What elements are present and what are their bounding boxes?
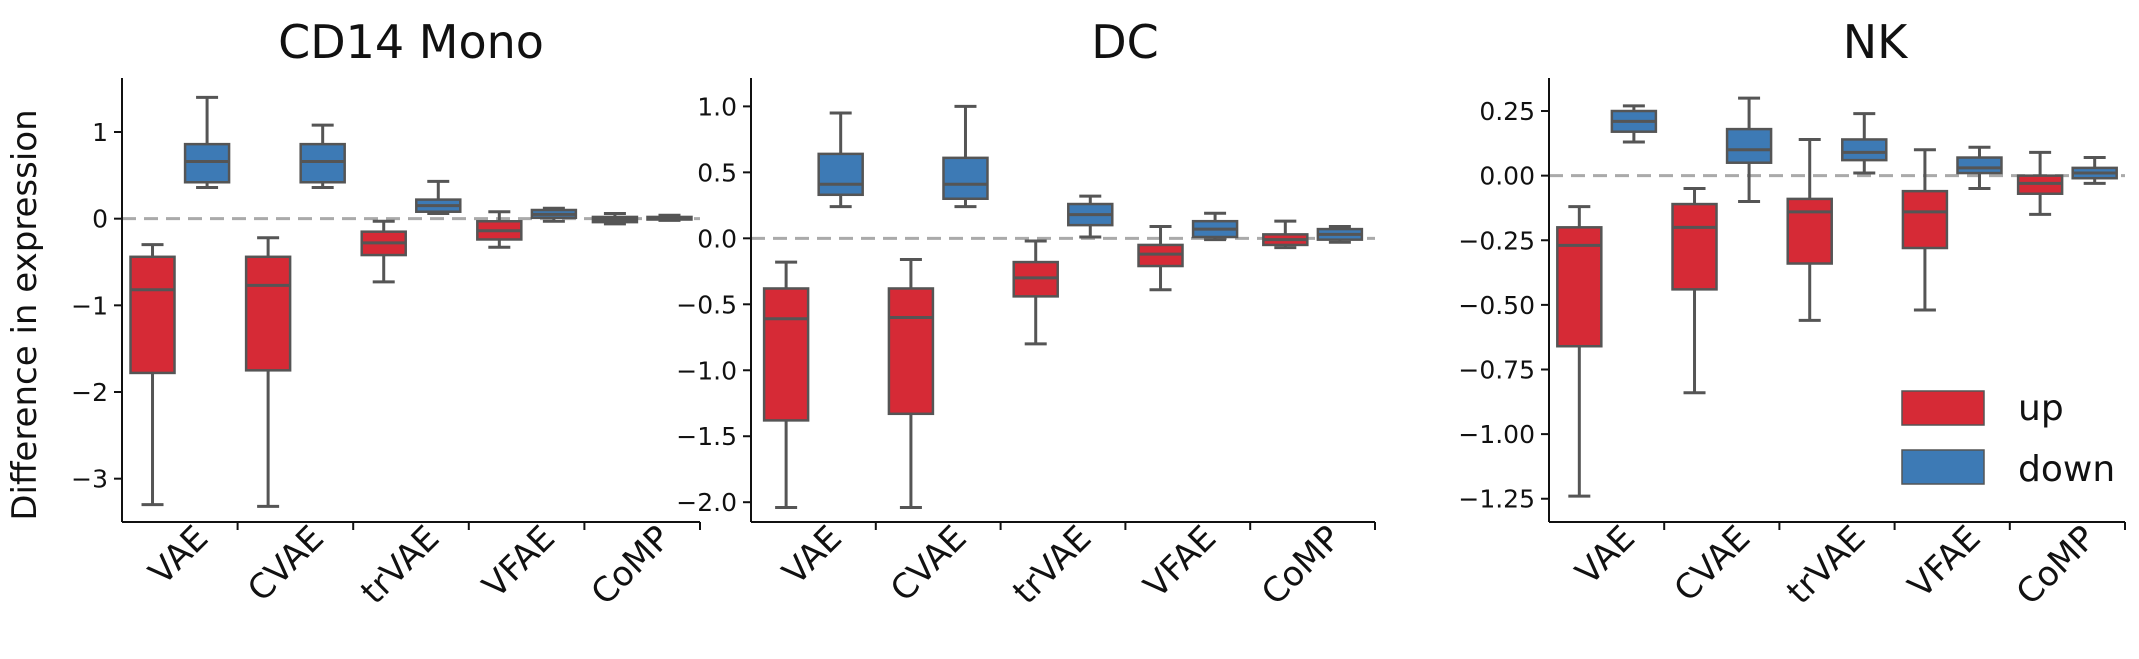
- y-axis-label: Difference in expression: [5, 109, 45, 520]
- y-tick-label: −1.00: [1458, 420, 1535, 449]
- x-tick-label-vfae: VFAE: [1901, 518, 1989, 606]
- x-tick-label-trvae: trVAE: [1779, 518, 1873, 612]
- y-tick-label: 0.25: [1479, 97, 1535, 126]
- y-tick-label: −1.5: [676, 422, 737, 451]
- box-cd14-mono-vae-up: [129, 243, 176, 507]
- box-iqr: [1556, 226, 1603, 348]
- box-nk-comp-up: [2016, 150, 2064, 216]
- box-dc-vae-down: [817, 111, 864, 209]
- box-iqr: [942, 156, 989, 200]
- x-tick-label-vae: VAE: [141, 518, 216, 593]
- x-tick-label-trvae: trVAE: [1005, 518, 1099, 612]
- box-cd14-mono-vfae-up: [476, 210, 523, 249]
- y-tick-label: 1.0: [697, 92, 737, 121]
- y-tick-label: −0.5: [676, 290, 737, 319]
- box-dc-comp-up: [1262, 219, 1309, 250]
- box-nk-trvae-down: [1841, 112, 1888, 175]
- panel-nk: 0.25 0.00 −0.25 −0.50 −0.75 −1.00 −1.25 VAE CVAE…: [1458, 78, 2126, 613]
- y-tick-label: −2.0: [676, 488, 737, 517]
- box-iqr: [129, 255, 176, 375]
- box-cd14-mono-comp-down: [646, 213, 693, 222]
- y-tick-label: −2: [71, 378, 108, 407]
- y-tick-label: 0.5: [697, 158, 737, 187]
- x-tick-label-vfae: VFAE: [1136, 518, 1224, 606]
- y-tick-label: 1: [92, 118, 108, 147]
- box-dc-trvae-up: [1012, 239, 1059, 346]
- box-nk-cvae-down: [1725, 96, 1773, 203]
- y-tick-label: −1.0: [676, 356, 737, 385]
- x-tick-label-cvae: CVAE: [1667, 518, 1759, 610]
- x-tick-label-vfae: VFAE: [475, 518, 563, 606]
- x-tick-label-cvae: CVAE: [883, 518, 975, 610]
- legend-label-down: down: [2018, 449, 2115, 490]
- panel-dc: 1.0 0.5 0.0 −0.5 −1.0 −1.5 −2.0 VAE CVAE trVAE VFA…: [676, 78, 1376, 613]
- box-nk-vae-down: [1610, 104, 1658, 144]
- box-cd14-mono-cvae-down: [299, 123, 346, 189]
- y-tick-label: −1.25: [1458, 485, 1535, 514]
- box-cd14-mono-trvae-up: [360, 219, 407, 284]
- y-tick-label: −3: [71, 465, 108, 494]
- box-nk-trvae-up: [1786, 137, 1833, 322]
- box-nk-vae-up: [1556, 205, 1603, 498]
- legend-swatch-down: [1901, 449, 1985, 485]
- box-nk-vfae-down: [1956, 145, 2003, 191]
- legend-label-up: up: [2018, 388, 2064, 429]
- y-tick-label: −1: [71, 291, 108, 320]
- box-iqr: [183, 142, 231, 184]
- box-iqr: [887, 287, 935, 416]
- box-iqr: [817, 152, 864, 197]
- box-cd14-mono-trvae-down: [415, 179, 462, 215]
- box-cd14-mono-cvae-up: [244, 236, 292, 508]
- x-tick-label-trvae: trVAE: [353, 518, 447, 612]
- box-iqr: [1841, 138, 1888, 162]
- y-tick-label: 0: [92, 205, 108, 234]
- x-tick-label-comp: CoMP: [584, 518, 679, 613]
- panel-title-dc: DC: [1091, 15, 1159, 69]
- box-dc-cvae-up: [887, 257, 935, 509]
- box-nk-vfae-up: [1901, 148, 1949, 312]
- box-cd14-mono-vfae-down: [530, 206, 578, 223]
- box-iqr: [1956, 156, 2003, 175]
- x-tick-label-vae: VAE: [1568, 518, 1643, 593]
- y-tick-label: 0.00: [1479, 162, 1535, 191]
- box-iqr: [1671, 202, 1718, 291]
- legend: up down: [1901, 388, 2115, 490]
- box-iqr: [299, 142, 346, 184]
- y-tick-label: −0.75: [1458, 355, 1535, 384]
- box-iqr: [244, 255, 292, 372]
- box-dc-vfae-up: [1137, 224, 1184, 292]
- x-tick-label-comp: CoMP: [1254, 518, 1349, 613]
- box-nk-cvae-up: [1671, 187, 1718, 395]
- panel-cd14-mono: 1 0 −1 −2 −3 VAE CVAE trVAE VFAE CoMP: [71, 78, 701, 613]
- box-iqr: [762, 287, 810, 422]
- box-cd14-mono-comp-up: [591, 211, 639, 226]
- legend-swatch-up: [1901, 390, 1985, 426]
- box-iqr: [1725, 127, 1773, 164]
- box-dc-vfae-down: [1191, 211, 1239, 242]
- y-tick-label: 0.0: [697, 224, 737, 253]
- box-dc-cvae-down: [942, 104, 989, 209]
- x-tick-label-vae: VAE: [775, 518, 850, 593]
- box-iqr: [1901, 189, 1949, 250]
- box-dc-vae-up: [762, 260, 810, 509]
- box-iqr: [1786, 197, 1833, 265]
- x-tick-label-cvae: CVAE: [240, 518, 332, 610]
- box-cd14-mono-vae-down: [183, 95, 231, 189]
- y-tick-label: −0.25: [1458, 226, 1535, 255]
- panel-title-cd14-mono: CD14 Mono: [278, 15, 544, 69]
- box-dc-comp-down: [1316, 224, 1364, 244]
- y-tick-label: −0.50: [1458, 291, 1535, 320]
- panel-title-nk: NK: [1843, 15, 1909, 69]
- x-tick-label-comp: CoMP: [2009, 518, 2104, 613]
- box-dc-trvae-down: [1067, 194, 1114, 239]
- box-nk-comp-down: [2071, 156, 2118, 185]
